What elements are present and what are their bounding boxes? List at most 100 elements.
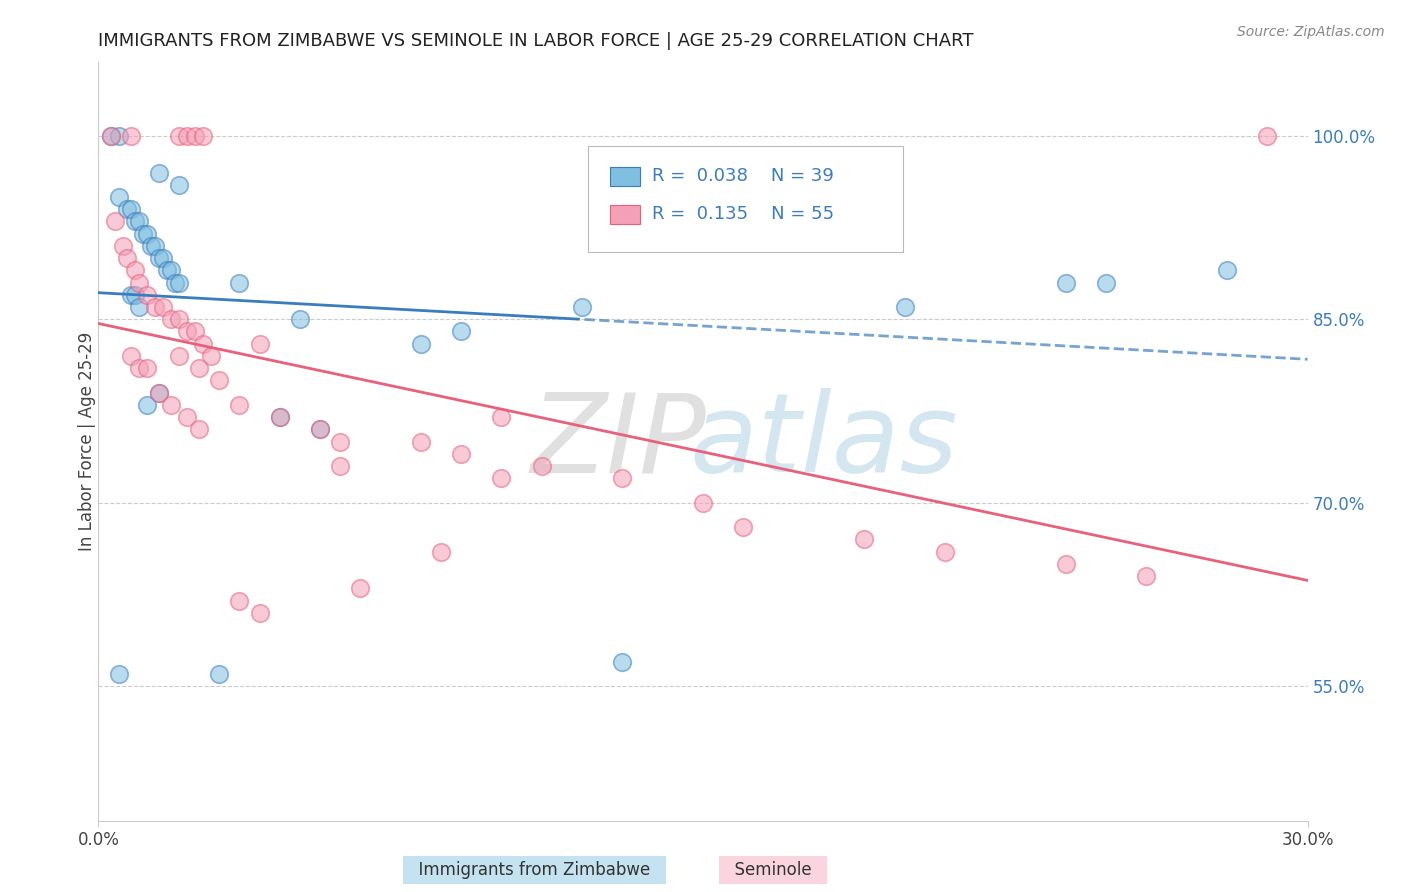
Point xyxy=(156,263,179,277)
Point xyxy=(160,398,183,412)
Point xyxy=(853,533,876,547)
Point xyxy=(115,251,138,265)
Point xyxy=(228,276,250,290)
Text: Source: ZipAtlas.com: Source: ZipAtlas.com xyxy=(1237,25,1385,39)
Point xyxy=(269,410,291,425)
Point xyxy=(1135,569,1157,583)
Point xyxy=(409,434,432,449)
Point xyxy=(160,263,183,277)
Text: Immigrants from Zimbabwe: Immigrants from Zimbabwe xyxy=(408,861,661,879)
Point xyxy=(409,336,432,351)
Point xyxy=(124,263,146,277)
Point xyxy=(249,336,271,351)
Point xyxy=(120,349,142,363)
Point xyxy=(430,544,453,558)
Point xyxy=(193,128,215,143)
Point xyxy=(934,544,956,558)
Point xyxy=(120,202,142,217)
Point xyxy=(135,227,157,241)
Point xyxy=(193,336,215,351)
Point xyxy=(571,300,593,314)
Point xyxy=(128,214,150,228)
Point xyxy=(160,312,183,326)
Point xyxy=(167,128,190,143)
Point xyxy=(450,325,472,339)
Point xyxy=(152,251,174,265)
Point xyxy=(128,361,150,376)
Point xyxy=(139,239,162,253)
Point xyxy=(143,300,166,314)
Point xyxy=(733,520,755,534)
Bar xyxy=(610,204,640,224)
Point xyxy=(176,325,198,339)
Point xyxy=(128,276,150,290)
Point xyxy=(152,300,174,314)
Text: R =  0.135    N = 55: R = 0.135 N = 55 xyxy=(652,205,834,223)
Point xyxy=(143,239,166,253)
Point xyxy=(111,239,134,253)
Point xyxy=(200,349,222,363)
Point xyxy=(107,190,129,204)
Point xyxy=(100,128,122,143)
Point xyxy=(309,422,332,436)
Point xyxy=(176,410,198,425)
Point xyxy=(120,128,142,143)
Point xyxy=(184,325,207,339)
Point xyxy=(692,496,714,510)
Point xyxy=(132,227,155,241)
Point xyxy=(148,251,170,265)
Point xyxy=(135,287,157,301)
Point xyxy=(148,385,170,400)
Text: IMMIGRANTS FROM ZIMBABWE VS SEMINOLE IN LABOR FORCE | AGE 25-29 CORRELATION CHAR: IMMIGRANTS FROM ZIMBABWE VS SEMINOLE IN … xyxy=(98,32,974,50)
Point xyxy=(135,398,157,412)
Point xyxy=(107,128,129,143)
Point xyxy=(208,373,231,387)
Point xyxy=(329,458,352,473)
Text: Seminole: Seminole xyxy=(724,861,823,879)
Point xyxy=(103,214,125,228)
Text: R =  0.038    N = 39: R = 0.038 N = 39 xyxy=(652,167,834,186)
Point xyxy=(167,276,190,290)
Point xyxy=(228,593,250,607)
Point xyxy=(288,312,311,326)
Point xyxy=(530,458,553,473)
Text: atlas: atlas xyxy=(689,388,959,495)
Point xyxy=(249,606,271,620)
Point xyxy=(1054,276,1077,290)
Point xyxy=(491,410,513,425)
Point xyxy=(100,128,122,143)
Point xyxy=(893,300,915,314)
Point xyxy=(228,398,250,412)
Point xyxy=(148,385,170,400)
Point xyxy=(491,471,513,485)
Point xyxy=(1054,557,1077,571)
Y-axis label: In Labor Force | Age 25-29: In Labor Force | Age 25-29 xyxy=(79,332,96,551)
Point xyxy=(124,287,146,301)
Point xyxy=(128,300,150,314)
Point xyxy=(148,165,170,179)
Point xyxy=(184,128,207,143)
Bar xyxy=(610,167,640,186)
Point xyxy=(176,128,198,143)
Point xyxy=(188,361,211,376)
Text: ZIP: ZIP xyxy=(530,388,706,495)
Point xyxy=(135,361,157,376)
Point xyxy=(1095,276,1118,290)
Point xyxy=(167,349,190,363)
Point xyxy=(309,422,332,436)
Point xyxy=(450,447,472,461)
Point xyxy=(167,178,190,192)
Point xyxy=(120,287,142,301)
Point xyxy=(1256,128,1278,143)
FancyBboxPatch shape xyxy=(588,145,903,252)
Point xyxy=(208,666,231,681)
Point xyxy=(115,202,138,217)
Point xyxy=(188,422,211,436)
Point xyxy=(124,214,146,228)
Point xyxy=(612,471,634,485)
Point xyxy=(163,276,186,290)
Point xyxy=(329,434,352,449)
Point xyxy=(269,410,291,425)
Point xyxy=(167,312,190,326)
Point xyxy=(349,582,371,596)
